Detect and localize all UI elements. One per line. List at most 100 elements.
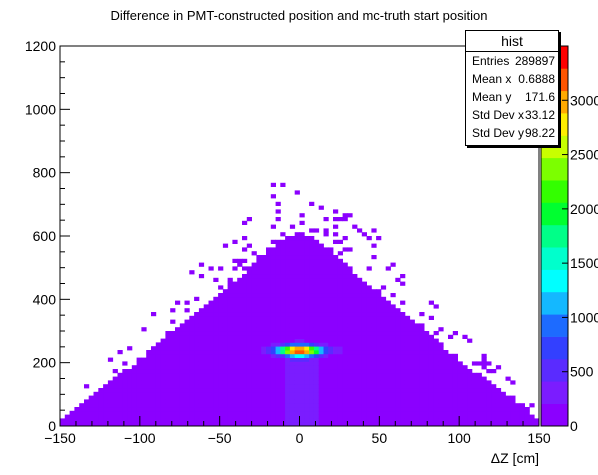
heatmap-cell <box>438 380 444 385</box>
heatmap-cell <box>280 395 286 400</box>
heatmap-cell <box>227 323 233 328</box>
heatmap-cell <box>285 403 291 408</box>
heatmap-cell <box>213 334 219 339</box>
heatmap-cell <box>222 319 229 324</box>
heatmap-cell <box>194 361 200 366</box>
heatmap-cell <box>189 315 195 320</box>
heatmap-cell <box>481 414 487 419</box>
heatmap-cell <box>299 391 305 396</box>
heatmap-cell <box>390 262 396 267</box>
heatmap-cell <box>280 353 286 358</box>
heatmap-cell <box>481 422 487 427</box>
heatmap-cell <box>371 312 377 317</box>
heatmap-cell <box>438 369 444 374</box>
heatmap-cell <box>414 380 420 385</box>
heatmap-cell <box>380 327 387 332</box>
heatmap-cell <box>524 410 530 415</box>
heatmap-cell <box>414 384 420 389</box>
heatmap-cell <box>323 251 329 256</box>
heatmap-cell <box>242 372 248 377</box>
heatmap-cell <box>179 342 185 347</box>
heatmap-cell <box>275 407 281 412</box>
heatmap-cell <box>266 338 272 343</box>
heatmap-cell <box>170 422 176 427</box>
heatmap-cell <box>452 369 458 374</box>
heatmap-cell <box>270 308 276 313</box>
heatmap-cell <box>471 414 478 419</box>
heatmap-cell <box>443 361 449 366</box>
heatmap-cell <box>495 403 502 408</box>
heatmap-cell <box>246 407 252 412</box>
heatmap-cell <box>428 315 434 320</box>
heatmap-cell <box>428 388 434 393</box>
heatmap-cell <box>299 289 305 294</box>
heatmap-cell <box>246 334 252 339</box>
heatmap-cell <box>337 380 343 385</box>
heatmap-cell <box>328 407 334 412</box>
heatmap-cell <box>366 395 372 400</box>
heatmap-cell <box>347 213 353 218</box>
heatmap-cell <box>304 281 310 286</box>
heatmap-cell <box>471 376 478 381</box>
heatmap-cell <box>404 338 411 343</box>
heatmap-cell <box>256 262 262 267</box>
heatmap-cell <box>107 403 114 408</box>
heatmap-cell <box>218 384 224 389</box>
heatmap-cell <box>242 414 248 419</box>
heatmap-cell <box>404 361 411 366</box>
heatmap-cell <box>462 380 468 385</box>
heatmap-cell <box>222 372 229 377</box>
heatmap-cell <box>357 414 363 419</box>
heatmap-cell <box>218 315 224 320</box>
heatmap-cell <box>237 353 243 358</box>
heatmap-cell <box>107 388 114 393</box>
heatmap-cell <box>112 376 118 381</box>
heatmap-cell <box>304 365 310 370</box>
heatmap-cell <box>184 331 190 336</box>
heatmap-cell <box>390 365 396 370</box>
x-tick-label: 100 <box>447 430 471 446</box>
heatmap-cell <box>371 372 377 377</box>
heatmap-cell <box>467 414 473 419</box>
heatmap-cell <box>198 327 205 332</box>
heatmap-cell <box>371 380 377 385</box>
heatmap-cell <box>275 293 281 298</box>
heatmap-cell <box>471 407 478 412</box>
heatmap-cell <box>323 323 329 328</box>
heatmap-cell <box>347 312 353 317</box>
heatmap-cell <box>318 274 324 279</box>
heatmap-cell <box>294 334 300 339</box>
heatmap-cell <box>433 418 439 423</box>
heatmap-cell <box>131 418 137 423</box>
palette-swatch <box>541 180 568 203</box>
heatmap-cell <box>294 376 300 381</box>
heatmap-cell <box>342 247 348 252</box>
heatmap-cell <box>361 331 367 336</box>
heatmap-cell <box>208 388 214 393</box>
heatmap-cell <box>266 312 272 317</box>
heatmap-cell <box>261 369 267 374</box>
heatmap-cell <box>261 255 267 260</box>
heatmap-cell <box>309 300 315 305</box>
heatmap-cell <box>385 380 391 385</box>
heatmap-cell <box>237 384 243 389</box>
heatmap-cell <box>227 277 233 282</box>
heatmap-cell <box>433 380 439 385</box>
heatmap-cell <box>395 414 401 419</box>
heatmap-cell <box>409 323 415 328</box>
heatmap-cell <box>433 304 439 309</box>
heatmap-cell <box>213 403 219 408</box>
heatmap-cell <box>357 312 363 317</box>
heatmap-cell <box>285 369 291 374</box>
heatmap-cell <box>237 418 243 423</box>
heatmap-cell <box>237 327 243 332</box>
heatmap-cell <box>270 289 276 294</box>
heatmap-cell <box>318 353 324 358</box>
heatmap-cell <box>361 410 367 415</box>
heatmap-cell <box>491 388 497 393</box>
heatmap-cell <box>270 353 276 358</box>
heatmap-cell <box>160 350 166 355</box>
heatmap-cell <box>428 361 434 366</box>
heatmap-cell <box>179 361 185 366</box>
heatmap-cell <box>184 323 190 328</box>
